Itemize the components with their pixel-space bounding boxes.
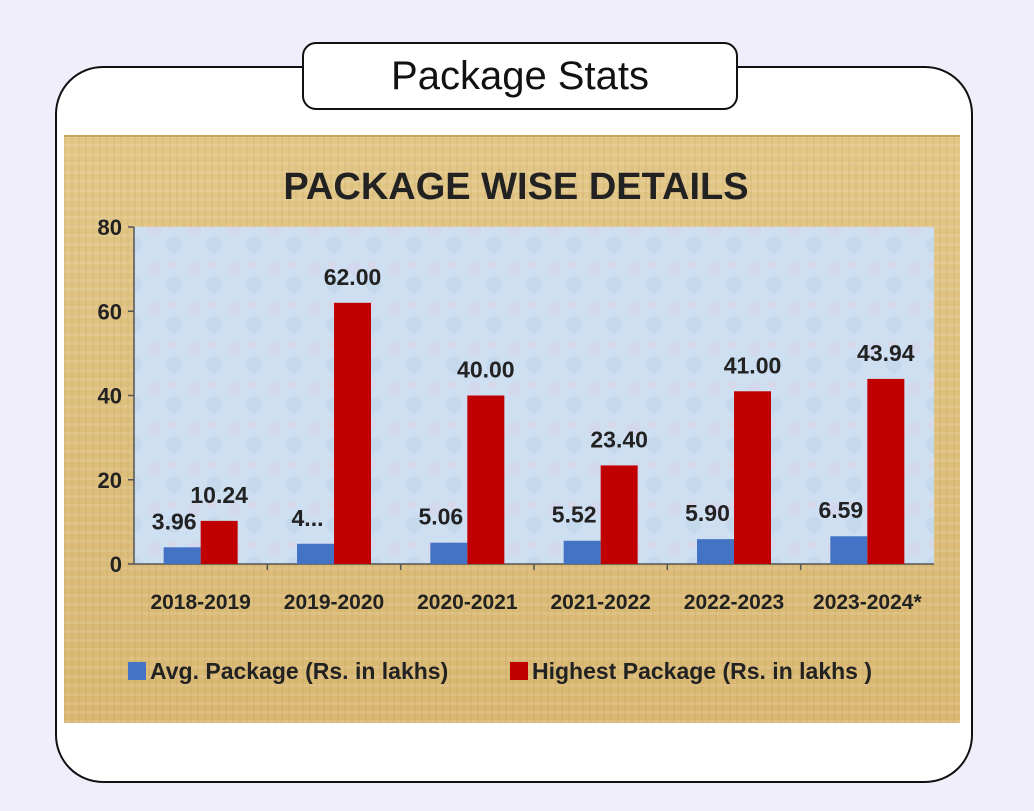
y-tick-label: 40 <box>98 384 122 409</box>
legend-label-highest: Highest Package (Rs. in lakhs ) <box>532 658 872 684</box>
highest-package-bar <box>600 465 638 564</box>
avg-package-bar <box>297 543 334 564</box>
plot-area <box>134 227 934 564</box>
page-title: Package Stats <box>302 42 738 110</box>
avg-data-label: 4... <box>292 505 324 531</box>
highest-package-bar <box>200 520 238 564</box>
avg-package-bar <box>830 536 868 564</box>
x-tick-label: 2020-2021 <box>417 591 518 614</box>
legend-swatch-avg <box>128 662 146 680</box>
highest-package-bar <box>867 378 905 564</box>
avg-data-label: 5.90 <box>685 500 730 526</box>
avg-package-bar <box>163 547 201 564</box>
x-tick-label: 2018-2019 <box>150 591 250 614</box>
avg-package-bar <box>697 539 734 564</box>
avg-package-bar <box>430 542 468 564</box>
x-tick-label: 2021-2022 <box>550 591 650 614</box>
chart-title: PACKAGE WISE DETAILS <box>283 166 748 208</box>
highest-package-bar <box>334 302 371 564</box>
x-tick-label: 2019-2020 <box>284 591 384 614</box>
highest-package-bar <box>734 391 771 564</box>
avg-data-label: 3.96 <box>152 508 197 534</box>
x-tick-label: 2022-2023 <box>684 591 784 614</box>
highest-data-label: 23.40 <box>590 426 648 452</box>
chart-legend: Avg. Package (Rs. in lakhs) Highest Pack… <box>128 658 872 684</box>
y-tick-label: 20 <box>98 468 122 493</box>
highest-data-label: 43.94 <box>857 340 915 366</box>
legend-swatch-highest <box>510 662 528 680</box>
legend-label-avg: Avg. Package (Rs. in lakhs) <box>150 658 448 684</box>
avg-package-bar <box>563 540 601 564</box>
highest-package-bar <box>467 395 505 564</box>
avg-data-label: 5.52 <box>552 502 597 528</box>
chart-figure: 0 20 40 60 80 2018-2019 3.96 10.24 2019-2020 4..… <box>64 135 960 723</box>
y-tick-label: 0 <box>110 552 122 577</box>
y-tick-label: 60 <box>98 299 122 324</box>
x-tick-label: 2023-2024* <box>813 591 922 614</box>
highest-data-label: 10.24 <box>190 482 248 508</box>
highest-data-label: 41.00 <box>724 352 782 378</box>
highest-data-label: 62.00 <box>324 264 382 290</box>
avg-data-label: 5.06 <box>418 504 463 530</box>
highest-data-label: 40.00 <box>457 357 515 383</box>
y-tick-label: 80 <box>98 215 122 240</box>
avg-data-label: 6.59 <box>818 497 863 523</box>
